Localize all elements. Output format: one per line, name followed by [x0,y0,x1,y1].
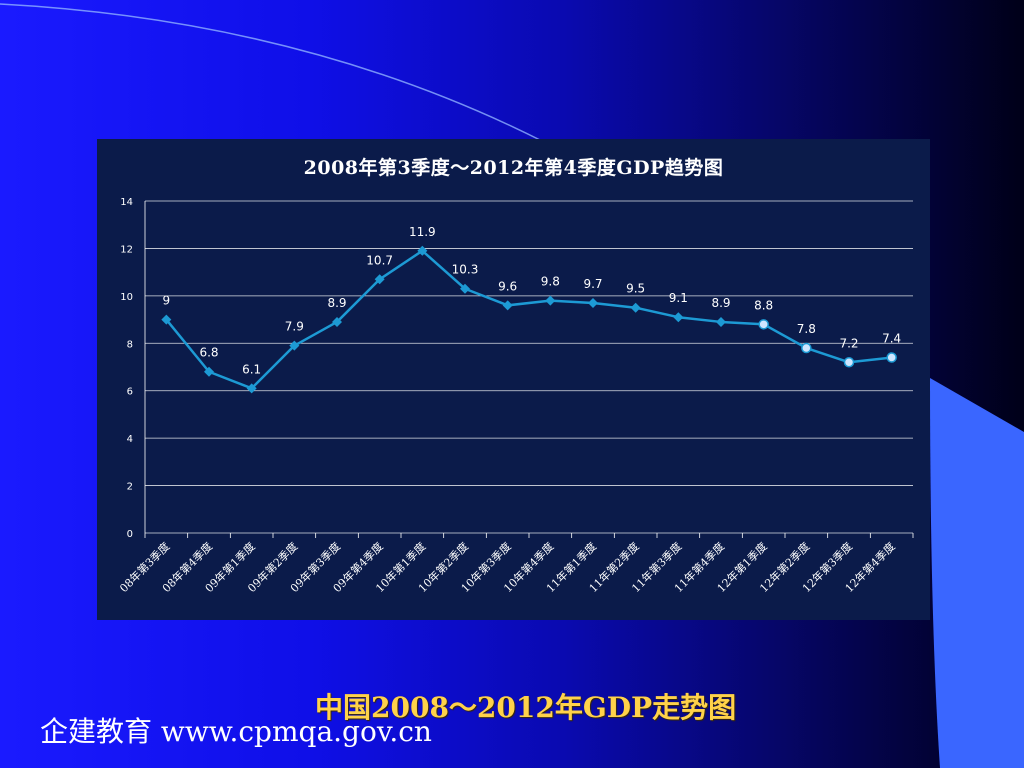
chart-panel: 2008年第3季度～2012年第4季度GDP趋势图 0 2 4 6 8 10 12 14 08年… [97,139,930,620]
data-point [545,295,556,306]
data-label: 9.1 [669,291,688,305]
data-label: 9.7 [583,277,602,291]
data-point [673,312,684,323]
data-label: 11.9 [409,225,436,239]
y-tick-label: 6 [127,387,133,398]
data-point [374,274,385,285]
brand-url: 企建教育 www.cpmqa.gov.cn [40,715,432,748]
gdp-line-chart: 0246810121408年第3季度08年第4季度09年第1季度09年第2季度0… [117,197,914,595]
data-label: 10.7 [366,253,393,267]
data-label: 7.4 [882,332,901,346]
data-label: 9.8 [541,275,560,289]
data-point [502,300,513,311]
data-point [417,245,428,256]
data-label: 8.9 [327,296,346,310]
data-label: 8.8 [754,298,773,312]
y-tick-label: 0 [127,529,133,540]
data-point [758,319,769,330]
data-label: 8.9 [711,296,730,310]
data-label: 9.6 [498,279,517,293]
data-label: 7.9 [285,320,304,334]
data-point [332,316,342,327]
data-point [801,342,812,354]
y-tick-label: 2 [127,482,133,493]
data-point [246,383,257,394]
slide-title: 中国2008～2012年GDP走势图 [315,691,737,724]
data-label: 9.5 [626,282,645,296]
data-label: 7.8 [797,322,816,336]
data-label: 9 [163,294,171,308]
data-point [588,297,598,308]
data-point [630,302,641,313]
y-tick-label: 10 [120,292,133,303]
data-point [843,357,855,368]
y-tick-label: 4 [127,434,133,445]
data-label: 6.8 [199,346,218,360]
data-point [886,352,897,363]
data-point [204,366,214,377]
data-point [716,316,726,327]
y-tick-label: 12 [120,244,133,255]
data-point [460,283,470,294]
data-point [289,340,300,351]
data-label: 6.1 [242,362,261,376]
y-tick-label: 14 [120,197,133,208]
data-label: 7.2 [839,336,858,350]
chart-title: 2008年第3季度～2012年第4季度GDP趋势图 [303,157,724,179]
data-point [161,314,172,325]
data-label: 10.3 [452,263,479,277]
y-tick-label: 8 [127,339,133,350]
gdp-series-line [165,249,892,390]
